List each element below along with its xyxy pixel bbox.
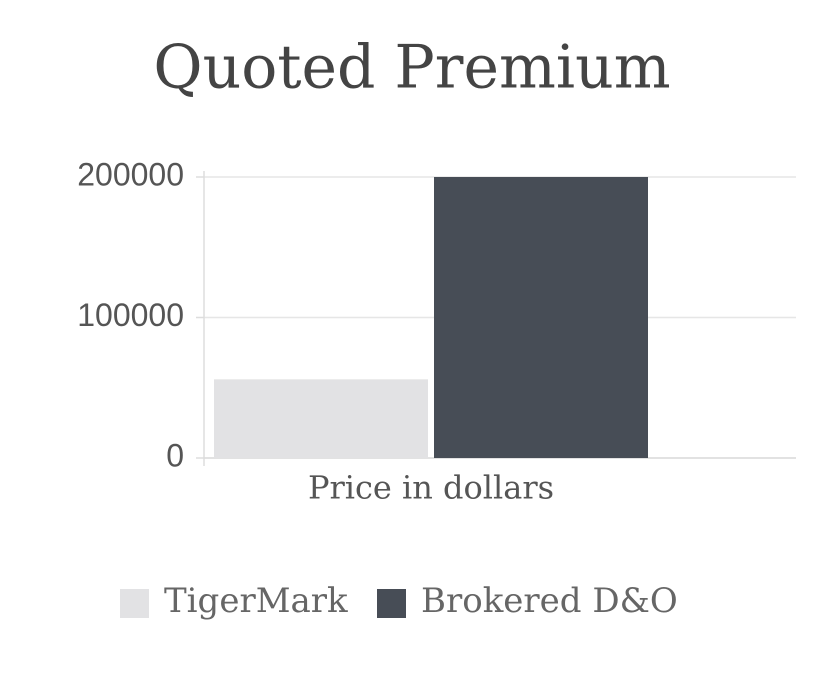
- y-tick-label: 0: [166, 437, 184, 473]
- y-tick-label: 200000: [77, 156, 184, 192]
- bar: [434, 177, 648, 458]
- legend-swatch: [377, 589, 406, 618]
- bar: [214, 379, 428, 458]
- x-tick-label: Price in dollars: [308, 469, 554, 507]
- legend-swatch: [120, 589, 149, 618]
- legend-label: TigerMark: [164, 581, 348, 621]
- y-tick-label: 100000: [77, 297, 184, 333]
- chart-title: Quoted Premium: [153, 33, 670, 103]
- legend-label: Brokered D&O: [421, 581, 678, 621]
